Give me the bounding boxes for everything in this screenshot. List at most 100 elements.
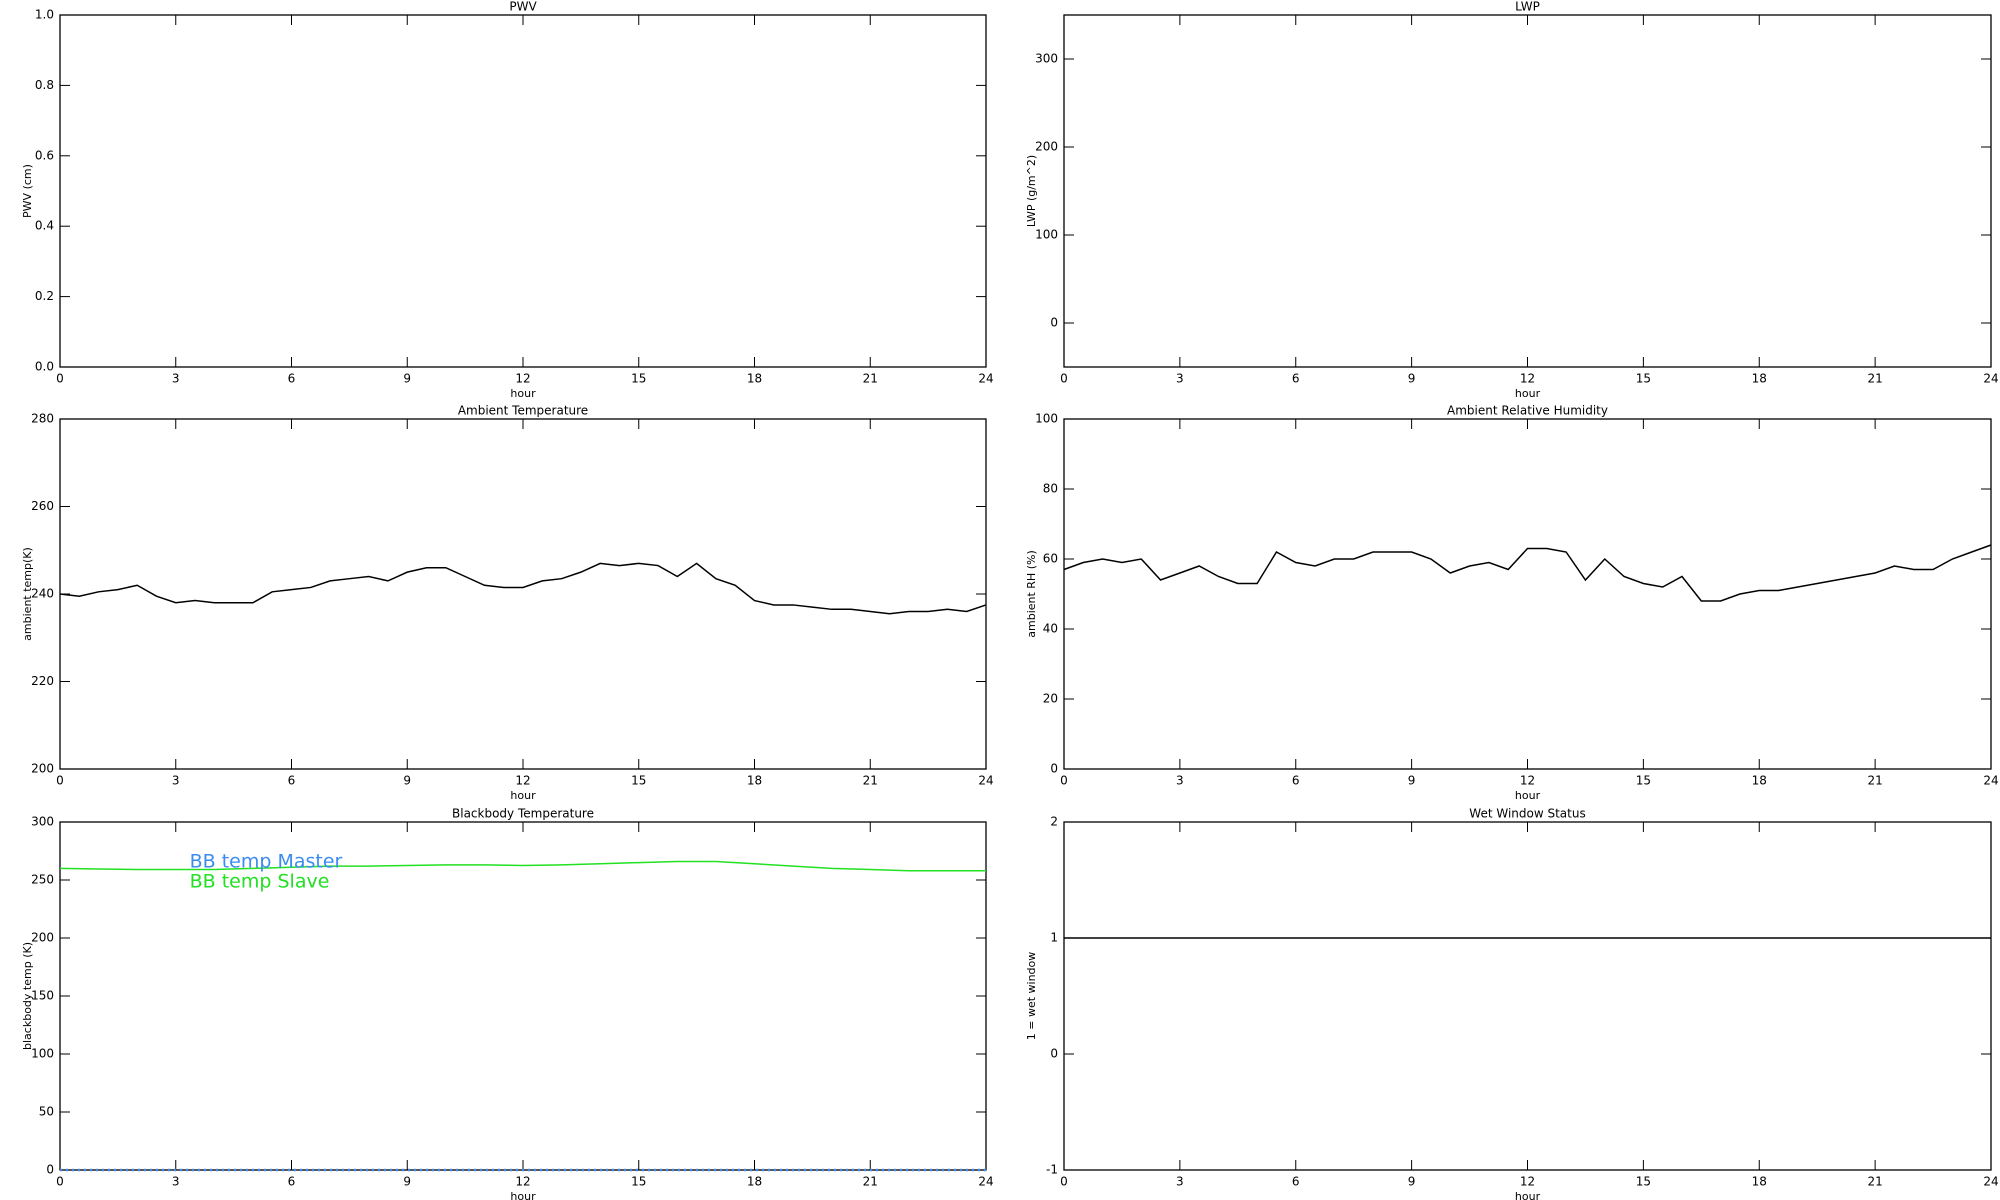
x-tick-label: 24 bbox=[1983, 774, 1998, 788]
data-line bbox=[1063, 544, 1992, 602]
x-tick-label: 3 bbox=[172, 372, 180, 386]
x-tick-label: 3 bbox=[172, 774, 180, 788]
x-tick-label: 12 bbox=[515, 1175, 530, 1189]
y-tick-label: 0.4 bbox=[35, 219, 54, 233]
x-tick-label: 9 bbox=[403, 1175, 411, 1189]
x-tick-label: 3 bbox=[172, 1175, 180, 1189]
y-axis-label: 1 = wet window bbox=[1025, 952, 1038, 1041]
y-tick-label: 200 bbox=[31, 931, 54, 945]
data-line bbox=[59, 562, 987, 615]
chart-title: Wet Window Status bbox=[1469, 807, 1585, 821]
x-tick-label: 21 bbox=[1867, 774, 1882, 788]
y-tick-label: 20 bbox=[1043, 692, 1058, 706]
plot-frame bbox=[59, 418, 987, 770]
chart-title: LWP bbox=[1515, 0, 1540, 14]
x-tick-label: 15 bbox=[1636, 1175, 1651, 1189]
chart-title: Ambient Relative Humidity bbox=[1447, 404, 1608, 418]
x-tick-label: 0 bbox=[56, 1175, 64, 1189]
y-tick-label: 1 bbox=[1050, 931, 1058, 945]
y-tick-label: 220 bbox=[31, 674, 54, 688]
y-axis-label: LWP (g/m^2) bbox=[1025, 155, 1038, 227]
x-axis-label: hour bbox=[510, 789, 536, 802]
y-tick-label: 50 bbox=[39, 1105, 54, 1119]
data-line bbox=[59, 860, 986, 872]
plot-frame bbox=[1063, 14, 1992, 368]
x-axis-label: hour bbox=[510, 387, 536, 400]
y-tick-label: 100 bbox=[1035, 228, 1058, 242]
x-tick-label: 6 bbox=[1292, 372, 1300, 386]
y-tick-label: 200 bbox=[1035, 140, 1058, 154]
x-tick-label: 24 bbox=[978, 372, 993, 386]
y-tick-label: 0 bbox=[46, 1163, 54, 1177]
y-tick-label: 0 bbox=[1050, 762, 1058, 776]
y-tick-label: 200 bbox=[31, 762, 54, 776]
x-tick-label: 3 bbox=[1176, 372, 1184, 386]
y-tick-label: 80 bbox=[1043, 482, 1058, 496]
x-tick-label: 9 bbox=[1408, 774, 1416, 788]
x-tick-label: 21 bbox=[1867, 372, 1882, 386]
legend-entry: BB temp Master bbox=[190, 851, 343, 873]
y-tick-label: 250 bbox=[31, 873, 54, 887]
x-tick-label: 0 bbox=[56, 774, 64, 788]
y-tick-label: 0.6 bbox=[35, 148, 54, 162]
y-axis-label: ambient RH (%) bbox=[1025, 550, 1038, 638]
y-tick-label: 1.0 bbox=[35, 8, 54, 22]
x-tick-label: 18 bbox=[747, 774, 762, 788]
x-tick-label: 6 bbox=[288, 1175, 296, 1189]
y-tick-label: 0 bbox=[1050, 1047, 1058, 1061]
x-tick-label: 18 bbox=[747, 372, 762, 386]
chart-title: Blackbody Temperature bbox=[452, 807, 594, 821]
x-tick-label: 12 bbox=[515, 372, 530, 386]
x-tick-label: 15 bbox=[631, 372, 646, 386]
y-tick-label: 0.8 bbox=[35, 78, 54, 92]
x-tick-label: 6 bbox=[1292, 774, 1300, 788]
y-tick-label: 2 bbox=[1050, 815, 1058, 829]
x-axis-label: hour bbox=[1515, 387, 1541, 400]
x-tick-label: 0 bbox=[1060, 774, 1068, 788]
y-tick-label: 0 bbox=[1050, 316, 1058, 330]
y-axis-label: ambient temp(K) bbox=[21, 547, 34, 641]
x-tick-label: 12 bbox=[1520, 372, 1535, 386]
x-tick-label: 9 bbox=[403, 372, 411, 386]
x-tick-label: 3 bbox=[1176, 1175, 1184, 1189]
y-axis-label: blackbody temp (K) bbox=[21, 942, 34, 1050]
x-tick-label: 18 bbox=[747, 1175, 762, 1189]
x-tick-label: 18 bbox=[1752, 1175, 1767, 1189]
x-axis-label: hour bbox=[1515, 789, 1541, 802]
x-axis-label: hour bbox=[1515, 1190, 1541, 1200]
plot-frame bbox=[1063, 821, 1992, 1171]
y-tick-label: 100 bbox=[31, 1047, 54, 1061]
x-tick-label: 18 bbox=[1752, 372, 1767, 386]
x-tick-label: 18 bbox=[1752, 774, 1767, 788]
y-tick-label: 260 bbox=[31, 499, 54, 513]
x-tick-label: 12 bbox=[515, 774, 530, 788]
y-tick-label: -1 bbox=[1046, 1163, 1058, 1177]
y-tick-label: 150 bbox=[31, 989, 54, 1003]
y-axis-label: PWV (cm) bbox=[21, 164, 34, 218]
x-tick-label: 9 bbox=[403, 774, 411, 788]
x-tick-label: 21 bbox=[1867, 1175, 1882, 1189]
x-tick-label: 24 bbox=[1983, 372, 1998, 386]
x-tick-label: 0 bbox=[1060, 372, 1068, 386]
y-tick-label: 0.0 bbox=[35, 360, 54, 374]
x-tick-label: 21 bbox=[863, 1175, 878, 1189]
x-tick-label: 24 bbox=[978, 1175, 993, 1189]
legend-entry: BB temp Slave bbox=[190, 871, 330, 893]
chart-title: PWV bbox=[509, 0, 537, 14]
y-tick-label: 280 bbox=[31, 412, 54, 426]
y-tick-label: 40 bbox=[1043, 622, 1058, 636]
y-tick-label: 60 bbox=[1043, 552, 1058, 566]
y-tick-label: 300 bbox=[31, 815, 54, 829]
x-tick-label: 15 bbox=[1636, 774, 1651, 788]
y-tick-label: 240 bbox=[31, 587, 54, 601]
x-tick-label: 24 bbox=[1983, 1175, 1998, 1189]
x-tick-label: 9 bbox=[1408, 1175, 1416, 1189]
x-axis-label: hour bbox=[510, 1190, 536, 1200]
y-tick-label: 300 bbox=[1035, 52, 1058, 66]
plot-frame bbox=[59, 14, 987, 368]
x-tick-label: 9 bbox=[1408, 372, 1416, 386]
x-tick-label: 24 bbox=[978, 774, 993, 788]
y-tick-label: 0.2 bbox=[35, 289, 54, 303]
x-tick-label: 15 bbox=[1636, 372, 1651, 386]
